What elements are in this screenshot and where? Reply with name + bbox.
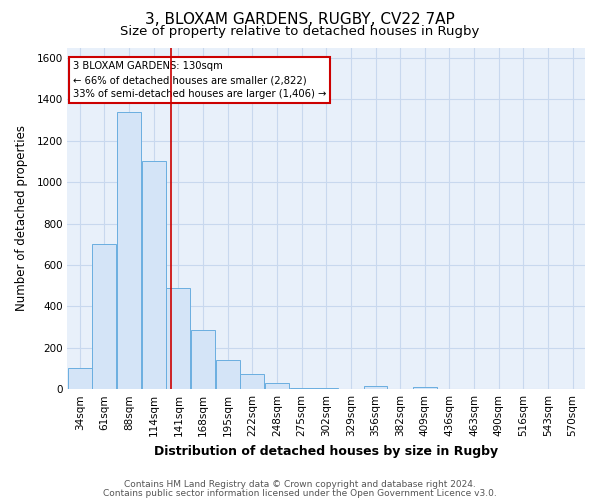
Bar: [117, 112, 141, 389]
Text: Contains public sector information licensed under the Open Government Licence v3: Contains public sector information licen…: [103, 488, 497, 498]
Bar: [191, 330, 215, 389]
Text: 3, BLOXAM GARDENS, RUGBY, CV22 7AP: 3, BLOXAM GARDENS, RUGBY, CV22 7AP: [145, 12, 455, 28]
Bar: [166, 288, 190, 389]
Text: Contains HM Land Registry data © Crown copyright and database right 2024.: Contains HM Land Registry data © Crown c…: [124, 480, 476, 489]
Bar: [265, 383, 289, 389]
Bar: [215, 360, 239, 389]
Text: Size of property relative to detached houses in Rugby: Size of property relative to detached ho…: [121, 25, 479, 38]
Bar: [290, 388, 314, 389]
Bar: [413, 387, 437, 389]
Bar: [142, 162, 166, 389]
Bar: [364, 386, 388, 389]
Bar: [314, 388, 338, 389]
Bar: [241, 374, 264, 389]
Y-axis label: Number of detached properties: Number of detached properties: [15, 126, 28, 312]
Bar: [68, 368, 92, 389]
X-axis label: Distribution of detached houses by size in Rugby: Distribution of detached houses by size …: [154, 444, 498, 458]
Bar: [92, 244, 116, 389]
Text: 3 BLOXAM GARDENS: 130sqm
← 66% of detached houses are smaller (2,822)
33% of sem: 3 BLOXAM GARDENS: 130sqm ← 66% of detach…: [73, 61, 326, 99]
